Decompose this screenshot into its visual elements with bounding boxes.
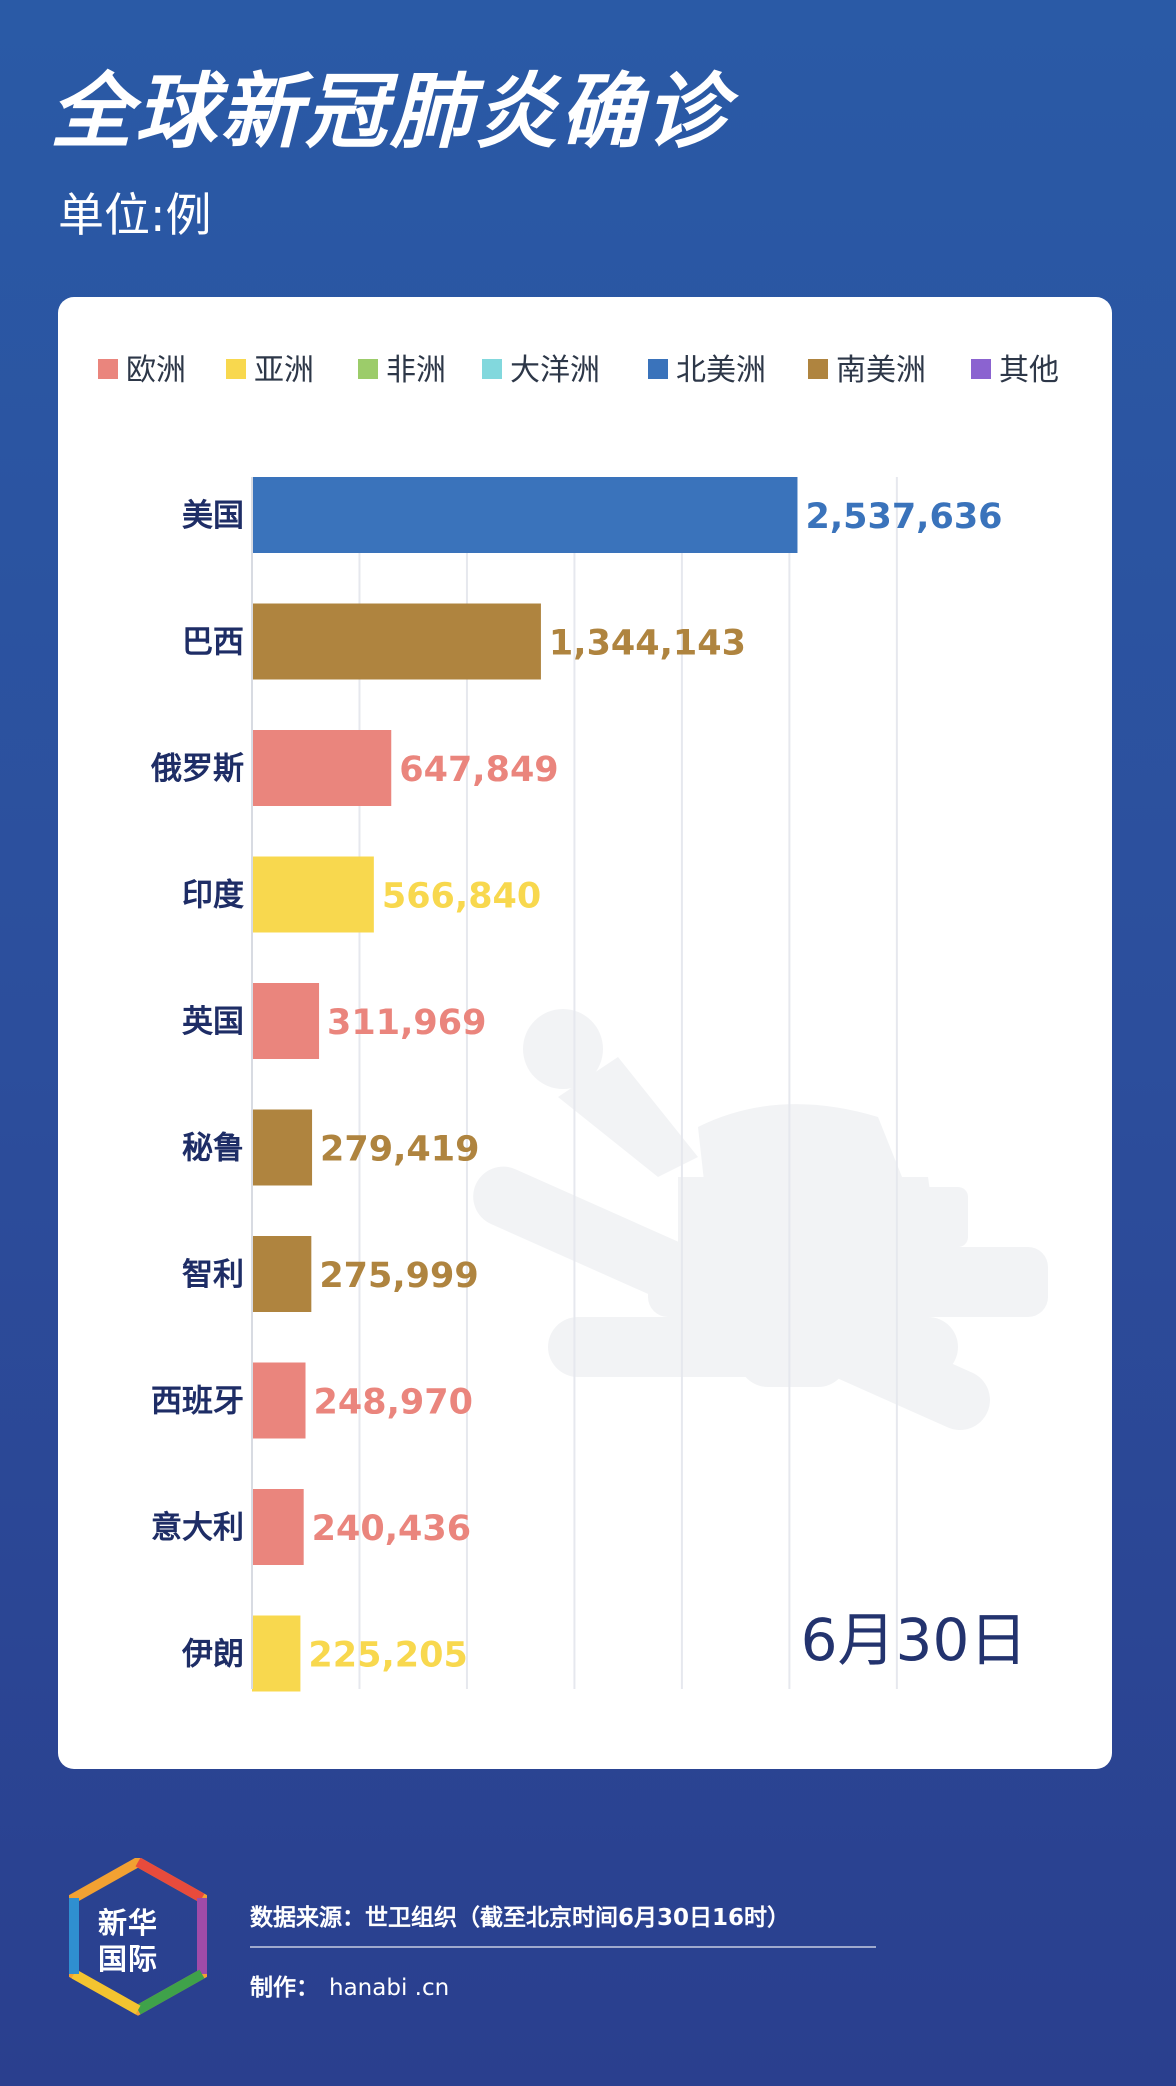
legend-label-6: 其他 [999,353,1059,388]
legend-swatch-2 [358,359,378,379]
bar-chart: 欧洲 亚洲 非洲 大洋洲 北美洲 南美洲 其他 美国 2,537,636 巴西 1,344,143… [98,353,1059,1692]
logo-text: 新华国际 [98,1906,159,1976]
value-label-4: 311,969 [327,1003,486,1043]
bar-4 [252,983,320,1059]
maker-label: 制作： [250,1975,319,2001]
maker-note: 制作： hanabi .cn [250,1968,449,2002]
category-label-5: 秘鲁 [182,1131,244,1167]
bar-9 [252,1615,301,1692]
legend-label-3: 大洋洲 [510,353,600,388]
xinhua-international-logo [69,1858,207,2016]
legend-label-0: 欧洲 [126,353,186,388]
legend-swatch-4 [648,359,668,379]
bar-0 [252,477,798,553]
source-note: 数据来源：世卫组织（截至北京时间6月30日16时） [250,1905,791,1931]
category-label-4: 英国 [182,1004,244,1040]
legend-swatch-6 [971,359,991,379]
date-label: 6月30日 [801,1606,1028,1674]
value-label-3: 566,840 [382,877,541,917]
category-label-8: 意大利 [151,1510,244,1546]
page-title: 全球新冠肺炎确诊 [50,65,730,160]
category-label-1: 巴西 [182,625,244,661]
value-label-2: 647,849 [399,750,558,790]
bar-6 [252,1236,312,1312]
bar-7 [252,1362,306,1439]
maker-value: hanabi .cn [329,1975,450,2001]
legend-swatch-3 [482,359,502,379]
bar-8 [252,1489,304,1565]
legend-label-5: 南美洲 [836,353,926,388]
value-label-1: 1,344,143 [549,624,746,664]
bar-1 [252,603,541,680]
hospital-bed-watermark-icon [473,1009,1048,1430]
value-label-5: 279,419 [320,1130,479,1170]
legend: 欧洲 亚洲 非洲 大洋洲 北美洲 南美洲 其他 [98,353,1059,388]
bar-3 [252,856,374,933]
legend-label-1: 亚洲 [254,353,314,388]
legend-label-4: 北美洲 [676,353,766,388]
legend-swatch-1 [226,359,246,379]
value-label-7: 248,970 [314,1383,473,1423]
legend-swatch-0 [98,359,118,379]
value-label-9: 225,205 [308,1636,467,1676]
bar-5 [252,1109,313,1186]
category-label-3: 印度 [182,878,244,914]
category-label-9: 伊朗 [181,1637,244,1673]
legend-label-2: 非洲 [386,353,446,388]
legend-swatch-5 [808,359,828,379]
category-label-6: 智利 [182,1257,244,1293]
footer-divider [250,1946,876,1948]
category-label-7: 西班牙 [151,1384,244,1420]
category-label-0: 美国 [182,498,244,534]
value-label-6: 275,999 [319,1256,478,1296]
bar-2 [252,730,392,806]
bars: 美国 2,537,636 巴西 1,344,143 俄罗斯 647,849 印度 566,84… [150,477,1003,1692]
value-label-0: 2,537,636 [805,497,1002,537]
chart-card: 欧洲 亚洲 非洲 大洋洲 北美洲 南美洲 其他 美国 2,537,636 巴西 1,344,143… [58,297,1112,1769]
value-label-8: 240,436 [312,1509,471,1549]
unit-label: 单位:例 [58,188,212,242]
category-label-2: 俄罗斯 [150,751,244,787]
